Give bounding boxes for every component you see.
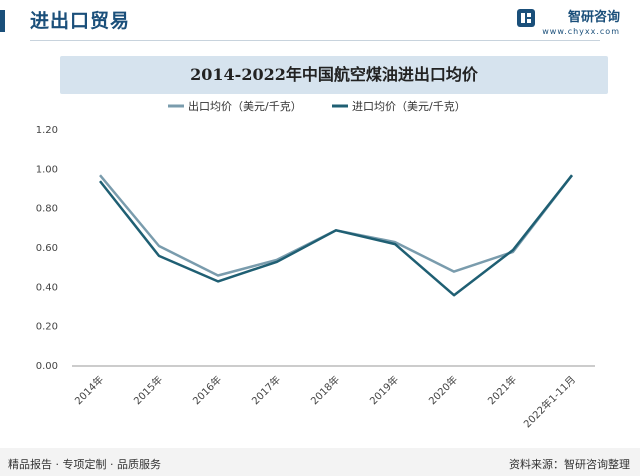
x-tick-label: 2019年: [367, 373, 401, 407]
footer-slogan: 精品报告 · 专项定制 · 品质服务: [8, 458, 161, 471]
y-tick-label: 0.20: [36, 322, 58, 333]
x-tick-label: 2022年1-11月: [521, 373, 578, 430]
header-divider: [30, 40, 600, 41]
y-tick-label: 1.00: [36, 164, 58, 175]
page-header: 进出口贸易 智研咨询 www.chyxx.com: [0, 0, 640, 46]
chart-title: 2014-2022年中国航空煤油进出口均价: [190, 65, 478, 84]
x-tick-label: 2021年: [485, 373, 519, 407]
chart-title-box: 2014-2022年中国航空煤油进出口均价: [60, 56, 608, 94]
footer-source: 资料来源：智研咨询整理: [509, 458, 630, 471]
brand-logo-icon: [517, 9, 536, 27]
x-tick-label: 2014年: [72, 373, 106, 407]
series-line-1: [99, 174, 573, 297]
x-tick-label: 2017年: [249, 373, 283, 407]
brand-name: 智研咨询: [567, 10, 620, 25]
x-tick-label: 2018年: [308, 373, 342, 407]
chart-legend: 出口均价（美元/千克） 进口均价（美元/千克）: [168, 99, 466, 113]
x-axis: 2014年 2015年 2016年 2017年 2018年 2019年 2020年 2021年…: [72, 365, 595, 430]
y-tick-label: 0.60: [36, 243, 58, 254]
y-tick-label: 0.40: [36, 282, 58, 293]
x-tick-label: 2015年: [131, 373, 165, 407]
page-title: 进出口贸易: [30, 10, 131, 32]
legend-label: 进口均价（美元/千克）: [352, 100, 466, 113]
y-tick-label: 1.20: [36, 125, 58, 136]
y-tick-label: 0.80: [36, 204, 58, 215]
brand: 智研咨询 www.chyxx.com: [517, 6, 620, 36]
page-footer: 精品报告 · 专项定制 · 品质服务 资料来源：智研咨询整理: [0, 448, 640, 476]
brand-url: www.chyxx.com: [542, 27, 620, 36]
x-tick-label: 2016年: [190, 373, 224, 407]
y-axis: 0.00 0.20 0.40 0.60 0.80 1.00 1.20: [36, 125, 58, 372]
x-tick-label: 2020年: [426, 373, 460, 407]
y-tick-label: 0.00: [36, 361, 58, 372]
chart-series: [99, 174, 573, 297]
header-accent-bar: [0, 10, 5, 32]
legend-label: 出口均价（美元/千克）: [188, 99, 302, 113]
